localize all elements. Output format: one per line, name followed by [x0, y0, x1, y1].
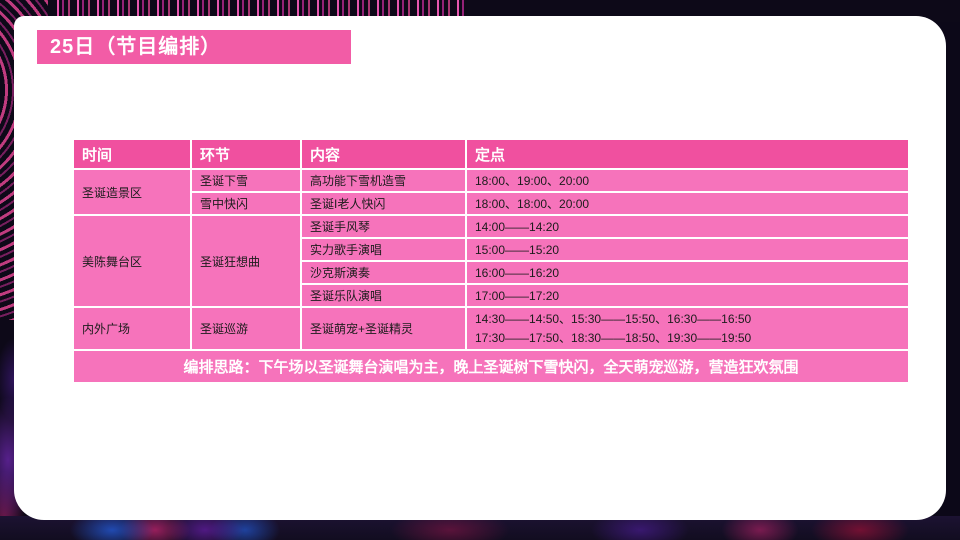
table-row: 实力歌手演唱 15:00——15:20: [73, 237, 910, 262]
times-cell: 16:00——16:20: [465, 260, 910, 285]
table-row: 雪中快闪 圣诞I老人快闪 18:00、18:00、20:00: [73, 191, 910, 216]
table-row: 圣诞乐队演唱 17:00——17:20: [73, 283, 910, 308]
times-cell: 18:00、18:00、20:00: [465, 191, 910, 216]
area-cell: 圣诞造景区: [72, 168, 192, 216]
slide-title: 25日（节目编排）: [50, 36, 222, 58]
times-cell: 18:00、19:00、20:00: [465, 168, 910, 193]
content-cell: 圣诞萌宠+圣诞精灵: [300, 305, 467, 352]
content-cell: 沙克斯演奏: [300, 260, 467, 285]
content-cell: 圣诞手风琴: [300, 214, 467, 239]
times-cell: 14:30——14:50、15:30——15:50、16:30——16:50 1…: [465, 305, 910, 352]
table-row: 圣诞造景区 圣诞下雪 高功能下雪机造雪 18:00、19:00、20:00: [72, 168, 910, 216]
table-row: 沙克斯演奏 16:00——16:20: [73, 260, 910, 285]
header-row: 时间 环节 内容 定点: [72, 138, 910, 170]
column-header-segment: 环节: [190, 138, 302, 170]
note-row: 编排思路：下午场以圣诞舞台演唱为主，晚上圣诞树下雪快闪，全天萌宠巡游，营造狂欢氛…: [72, 349, 910, 385]
times-cell: 15:00——15:20: [465, 237, 910, 262]
content-cell: 圣诞乐队演唱: [300, 283, 467, 308]
column-header-schedule: 定点: [465, 138, 910, 170]
times-cell: 14:00——14:20: [465, 214, 910, 239]
times-cell: 17:00——17:20: [465, 283, 910, 308]
planning-note: 编排思路：下午场以圣诞舞台演唱为主，晚上圣诞树下雪快闪，全天萌宠巡游，营造狂欢氛…: [72, 349, 910, 385]
area-cell: 美陈舞台区: [72, 214, 192, 308]
segment-cell: 圣诞狂想曲: [190, 214, 302, 308]
content-cell: 圣诞I老人快闪: [300, 191, 467, 216]
content-cell: 实力歌手演唱: [300, 237, 467, 262]
area-cell: 内外广场: [72, 305, 192, 352]
content-cell: 高功能下雪机造雪: [300, 168, 467, 193]
column-header-time: 时间: [72, 138, 192, 170]
schedule-table: 时间 环节 内容 定点 圣诞造景区 圣诞下雪 高功能下雪机造雪 18:00、19…: [72, 138, 910, 385]
column-header-content: 内容: [300, 138, 467, 170]
segment-cell: 圣诞巡游: [190, 305, 302, 352]
table-row: 美陈舞台区 圣诞狂想曲 圣诞手风琴 14:00——14:20: [72, 214, 910, 308]
city-lights-bokeh-decoration: [0, 516, 960, 540]
segment-cell: 雪中快闪: [190, 191, 302, 216]
slide-title-banner: 25日（节目编排）: [37, 30, 351, 64]
table-row: 内外广场 圣诞巡游 圣诞萌宠+圣诞精灵 14:30——14:50、15:30——…: [72, 305, 910, 352]
segment-cell: 圣诞下雪: [190, 168, 302, 193]
